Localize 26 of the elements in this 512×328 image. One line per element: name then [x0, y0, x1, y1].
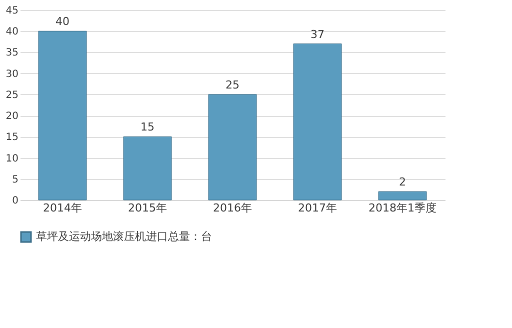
bar — [293, 44, 342, 200]
y-tick-label: 0 — [12, 196, 18, 206]
y-tick-label: 25 — [6, 90, 18, 101]
data-label: 40 — [56, 15, 70, 28]
y-tick-label: 30 — [6, 68, 18, 80]
bar — [378, 191, 427, 200]
x-tick-label: 2017年 — [298, 202, 337, 214]
data-label: 15 — [140, 120, 154, 134]
bar — [123, 136, 172, 200]
y-tick-label: 20 — [6, 111, 18, 122]
x-tick-label: 2015年 — [128, 202, 167, 214]
x-tick-label: 2016年 — [213, 202, 252, 214]
y-tick-label: 15 — [6, 132, 18, 144]
data-label: 37 — [310, 28, 324, 41]
x-tick-label: 2014年 — [43, 202, 82, 214]
y-tick-label: 35 — [6, 48, 18, 59]
bar — [38, 30, 87, 200]
data-label: 25 — [226, 78, 240, 92]
bar — [208, 94, 257, 200]
y-tick-label: 40 — [6, 26, 18, 38]
y-tick-label: 45 — [6, 6, 18, 16]
data-label: 2 — [399, 176, 406, 189]
y-tick-label: 5 — [12, 174, 18, 186]
legend-label: 草坪及运动场地滚压机进口总量：台 — [36, 230, 212, 243]
x-tick-label: 2018年1季度 — [368, 202, 436, 214]
y-tick-label: 10 — [6, 153, 18, 164]
